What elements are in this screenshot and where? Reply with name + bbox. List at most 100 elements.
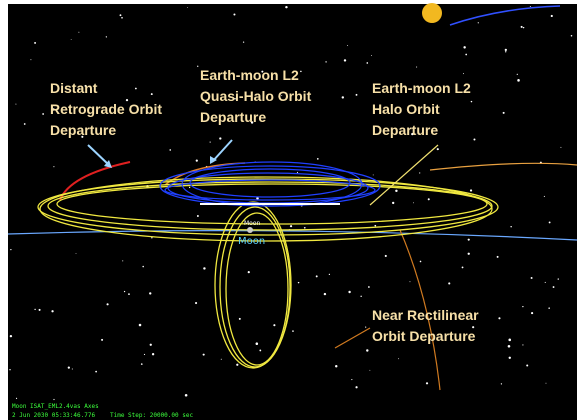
star bbox=[413, 202, 414, 203]
star bbox=[150, 344, 152, 346]
star bbox=[68, 367, 70, 369]
star bbox=[530, 6, 531, 7]
star bbox=[510, 226, 511, 227]
star bbox=[121, 17, 123, 19]
star bbox=[360, 296, 361, 297]
star bbox=[297, 172, 298, 173]
annotation: Earth-moon L2 bbox=[372, 80, 471, 96]
star bbox=[122, 260, 123, 261]
star bbox=[325, 61, 326, 62]
annotation: Departure bbox=[50, 122, 116, 138]
star bbox=[236, 364, 238, 366]
star bbox=[71, 39, 72, 40]
small-moon-label: Moon bbox=[244, 220, 261, 227]
star bbox=[373, 174, 374, 175]
star bbox=[259, 350, 261, 352]
star bbox=[366, 62, 368, 64]
annotation: Earth-moon L2 bbox=[200, 67, 299, 83]
status-date: 2 Jun 2030 05:33:46.776 bbox=[12, 412, 95, 419]
star bbox=[329, 274, 330, 275]
star bbox=[385, 255, 387, 257]
star bbox=[324, 293, 326, 295]
star bbox=[10, 249, 11, 250]
star bbox=[497, 256, 499, 258]
star bbox=[501, 383, 502, 384]
space-background bbox=[0, 0, 577, 420]
star bbox=[128, 293, 130, 295]
star bbox=[416, 67, 417, 68]
star bbox=[187, 7, 188, 8]
star bbox=[300, 71, 302, 73]
star bbox=[304, 227, 306, 229]
star bbox=[544, 196, 545, 197]
star bbox=[509, 357, 511, 359]
star bbox=[523, 27, 524, 28]
star bbox=[508, 345, 511, 348]
star bbox=[365, 326, 366, 327]
star bbox=[368, 286, 370, 288]
star bbox=[548, 307, 550, 309]
star bbox=[30, 59, 31, 60]
star bbox=[139, 324, 142, 327]
star bbox=[374, 225, 376, 227]
star bbox=[144, 354, 145, 355]
window-edge bbox=[0, 0, 8, 420]
star bbox=[34, 309, 35, 310]
star bbox=[169, 149, 171, 151]
annotation: Departure bbox=[200, 109, 266, 125]
star bbox=[420, 261, 422, 263]
star bbox=[273, 324, 275, 326]
star bbox=[10, 335, 12, 337]
star bbox=[463, 46, 465, 48]
scene: Moon Moon Distant Retrograde Orbit Depar… bbox=[0, 0, 577, 420]
star bbox=[517, 74, 518, 75]
moon bbox=[247, 227, 253, 233]
star bbox=[508, 339, 511, 342]
annotation: Halo Orbit bbox=[372, 101, 440, 117]
star bbox=[366, 349, 368, 351]
status-step: Time Step: 20000.00 sec bbox=[110, 412, 193, 419]
star bbox=[233, 14, 235, 16]
star bbox=[571, 35, 573, 37]
star bbox=[468, 239, 470, 241]
star bbox=[553, 286, 555, 288]
star bbox=[203, 354, 205, 356]
annotation: Retrograde Orbit bbox=[50, 101, 162, 117]
star bbox=[392, 202, 394, 204]
star bbox=[505, 49, 507, 51]
star bbox=[256, 342, 259, 345]
star bbox=[522, 344, 523, 345]
star bbox=[465, 54, 467, 56]
star bbox=[348, 291, 350, 293]
star bbox=[398, 358, 399, 359]
star bbox=[558, 278, 559, 279]
star bbox=[203, 267, 205, 269]
star bbox=[285, 6, 287, 8]
star bbox=[470, 189, 472, 191]
star bbox=[53, 399, 54, 400]
star bbox=[9, 369, 10, 370]
star bbox=[356, 94, 358, 96]
star bbox=[51, 310, 53, 312]
page: Moon Moon Distant Retrograde Orbit Depar… bbox=[0, 0, 577, 420]
star bbox=[549, 221, 551, 223]
star bbox=[342, 96, 344, 98]
star bbox=[196, 160, 198, 162]
annotation: Distant bbox=[50, 80, 98, 96]
star bbox=[371, 55, 372, 56]
star bbox=[15, 104, 16, 105]
star bbox=[124, 291, 125, 292]
star bbox=[221, 359, 222, 360]
star bbox=[239, 318, 241, 320]
star bbox=[522, 306, 523, 307]
star bbox=[76, 253, 77, 254]
star bbox=[141, 363, 143, 365]
star bbox=[503, 112, 505, 114]
star bbox=[256, 197, 259, 200]
star bbox=[471, 101, 472, 102]
star bbox=[78, 32, 79, 33]
moon-label: Moon bbox=[238, 236, 265, 247]
star bbox=[290, 225, 292, 227]
star bbox=[298, 282, 299, 283]
star bbox=[448, 282, 450, 284]
